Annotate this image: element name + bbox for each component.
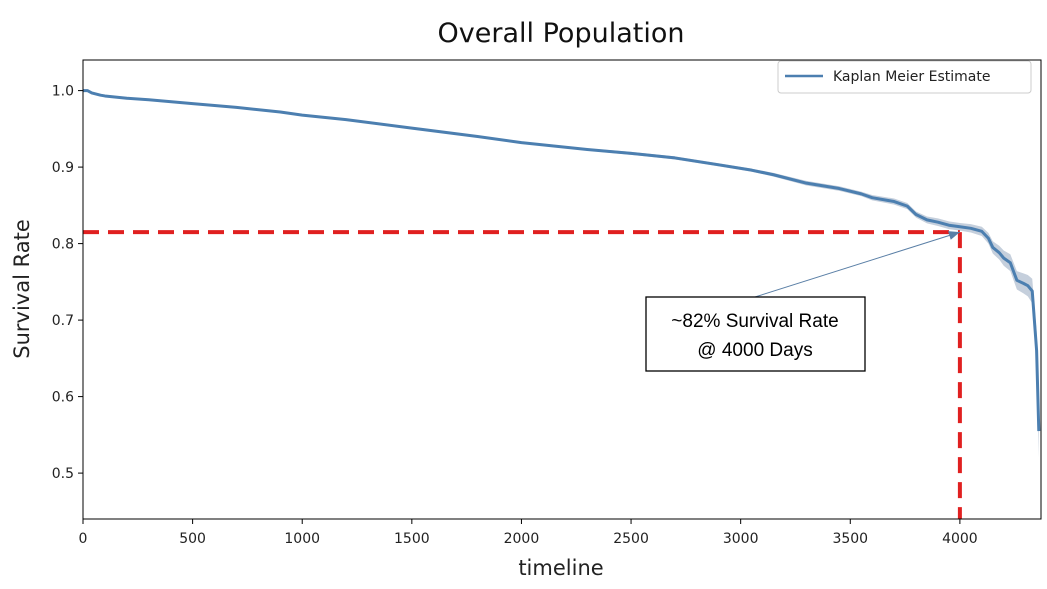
y-tick-label: 0.6 (52, 390, 74, 406)
legend-box (777, 60, 1032, 94)
y-tick-label: 1.0 (52, 84, 74, 100)
annotation-arrow (754, 231, 961, 298)
x-tick-label: 0 (79, 531, 88, 547)
x-tick-label: 1000 (284, 531, 320, 547)
x-tick-label: 3000 (723, 531, 759, 547)
y-tick-label: 0.9 (52, 160, 74, 176)
y-tick-label: 0.8 (52, 237, 74, 253)
series-line-kaplan-meier (83, 89, 1041, 432)
chart-title: Overall Population (438, 18, 685, 49)
reference-lines-layer (83, 230, 962, 519)
x-tick-label: 2000 (504, 531, 540, 547)
x-tick-label: 1500 (394, 531, 430, 547)
legend-label: Kaplan Meier Estimate (833, 69, 990, 85)
y-tick-label: 0.5 (52, 466, 74, 482)
annotation-line-2: @ 4000 Days (697, 340, 812, 361)
annotation-arrowhead (948, 231, 960, 240)
x-axis-label: timeline (518, 556, 603, 580)
annotation: ~82% Survival Rate @ 4000 Days (645, 231, 961, 372)
annotation-line-1: ~82% Survival Rate (671, 311, 838, 332)
annotation-box (645, 296, 866, 372)
y-tick-label: 0.7 (52, 313, 74, 329)
series-line-layer (83, 89, 1041, 432)
x-tick-label: 2500 (613, 531, 649, 547)
x-tick-label: 4000 (942, 531, 978, 547)
x-tick-label: 3500 (832, 531, 868, 547)
y-axis-ticks: 0.5 0.6 0.7 0.8 0.9 1.0 (52, 84, 83, 482)
x-axis-ticks: 0 500 1000 1500 2000 2500 3000 3500 4000 (79, 519, 978, 547)
y-axis-label: Survival Rate (10, 219, 34, 359)
x-tick-label: 500 (179, 531, 206, 547)
plot-frame (82, 59, 1042, 520)
legend: Kaplan Meier Estimate (777, 60, 1032, 94)
